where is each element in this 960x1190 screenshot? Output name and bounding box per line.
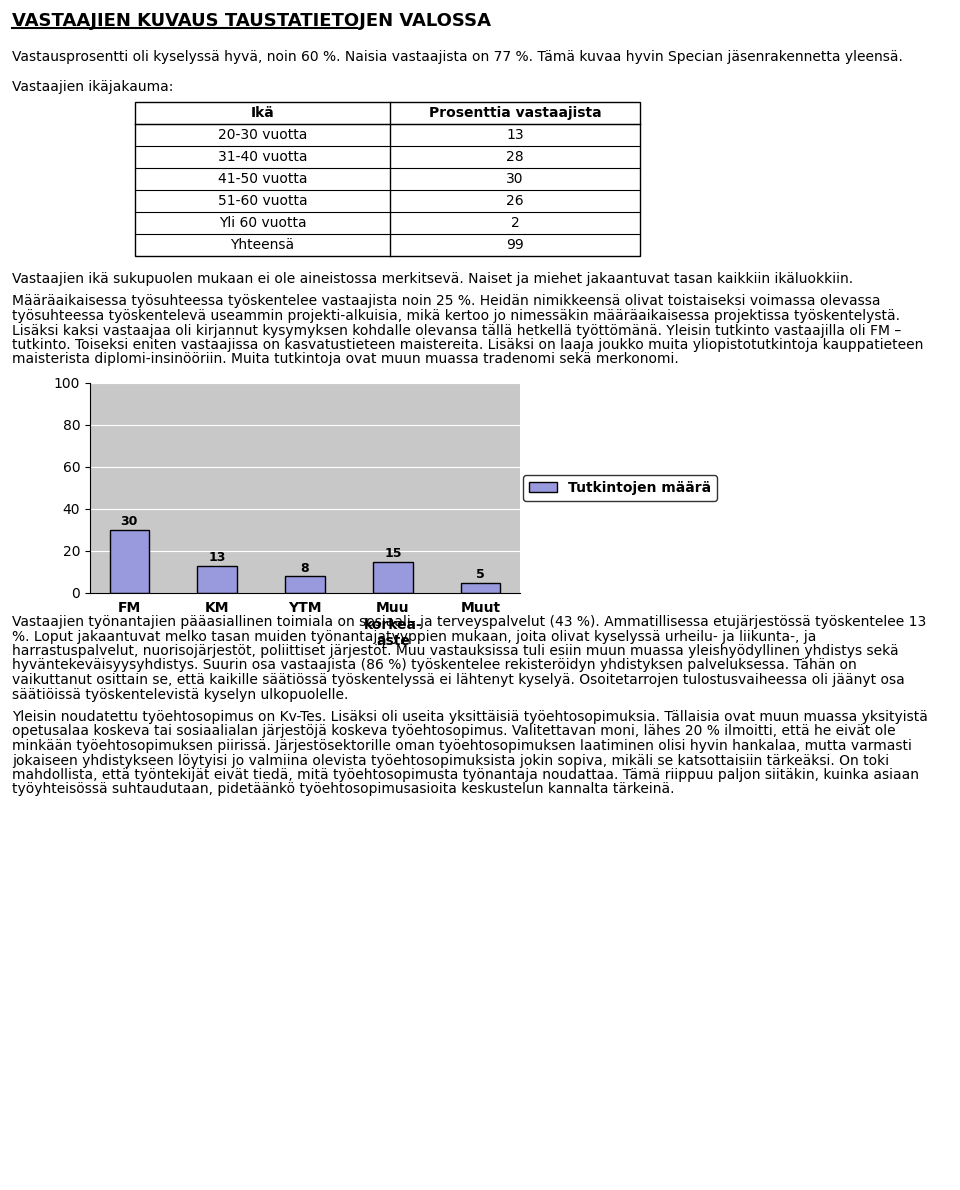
Text: 2: 2 [511,217,519,230]
Text: VASTAAJIEN KUVAUS TAUSTATIETOJEN VALOSSA: VASTAAJIEN KUVAUS TAUSTATIETOJEN VALOSSA [12,12,491,30]
Text: tutkinto. Toiseksi eniten vastaajissa on kasvatustieteen maistereita. Lisäksi on: tutkinto. Toiseksi eniten vastaajissa on… [12,338,924,352]
Text: Lisäksi kaksi vastaajaa oli kirjannut kysymyksen kohdalle olevansa tällä hetkell: Lisäksi kaksi vastaajaa oli kirjannut ky… [12,324,901,338]
Text: %. Loput jakaantuvat melko tasan muiden työnantajatyyppien mukaan, joita olivat : %. Loput jakaantuvat melko tasan muiden … [12,630,816,644]
Text: Vastaajien ikä sukupuolen mukaan ei ole aineistossa merkitsevä. Naiset ja miehet: Vastaajien ikä sukupuolen mukaan ei ole … [12,273,853,286]
Text: 8: 8 [300,562,309,575]
Text: 30: 30 [506,173,524,186]
Text: Prosenttia vastaajista: Prosenttia vastaajista [429,106,601,120]
Text: Yli 60 vuotta: Yli 60 vuotta [219,217,306,230]
Bar [373,562,413,593]
Text: 20-30 vuotta: 20-30 vuotta [218,129,307,142]
Text: työyhteisössä suhtaudutaan, pidetäänkö työehtosopimusasioita keskustelun kannalt: työyhteisössä suhtaudutaan, pidetäänkö t… [12,783,675,796]
Legend: Tutkintojen määrä: Tutkintojen määrä [523,476,716,501]
Text: mahdollista, että työntekijät eivät tiedä, mitä työehtosopimusta työnantaja noud: mahdollista, että työntekijät eivät tied… [12,768,919,782]
Bar [461,582,500,593]
Text: 28: 28 [506,150,524,164]
Text: 5: 5 [476,568,485,581]
Text: minkään työehtosopimuksen piirissä. Järjestösektorille oman työehtosopimuksen la: minkään työehtosopimuksen piirissä. Järj… [12,739,912,753]
Bar [285,576,324,593]
Text: 26: 26 [506,194,524,208]
Text: 15: 15 [384,547,401,559]
Bar [109,530,149,593]
Text: Vastausprosentti oli kyselyssä hyvä, noin 60 %. Naisia vastaajista on 77 %. Tämä: Vastausprosentti oli kyselyssä hyvä, noi… [12,50,902,64]
Text: Yhteensä: Yhteensä [230,238,295,252]
Text: 13: 13 [208,551,226,564]
Text: 99: 99 [506,238,524,252]
Text: hyväntekeväisyysyhdistys. Suurin osa vastaajista (86 %) työskentelee rekisteröid: hyväntekeväisyysyhdistys. Suurin osa vas… [12,658,856,672]
Text: Vastaajien työnantajien pääasiallinen toimiala on sosiaali- ja terveyspalvelut (: Vastaajien työnantajien pääasiallinen to… [12,615,926,630]
Text: Ikä: Ikä [251,106,275,120]
Text: 41-50 vuotta: 41-50 vuotta [218,173,307,186]
Text: Vastaajien ikäjakauma:: Vastaajien ikäjakauma: [12,80,174,94]
Text: vaikuttanut osittain se, että kaikille säätiössä työskentelyssä ei lähtenyt kyse: vaikuttanut osittain se, että kaikille s… [12,674,904,687]
Text: maisterista diplomi-insinööriin. Muita tutkintoja ovat muun muassa tradenomi sek: maisterista diplomi-insinööriin. Muita t… [12,352,679,367]
Bar [198,565,237,593]
Text: Määräaikaisessa työsuhteessa työskentelee vastaajista noin 25 %. Heidän nimikkee: Määräaikaisessa työsuhteessa työskentele… [12,294,880,308]
Text: säätiöissä työskentelevistä kyselyn ulkopuolelle.: säätiöissä työskentelevistä kyselyn ulko… [12,688,348,701]
Text: jokaiseen yhdistykseen löytyisi jo valmiina olevista työehtosopimuksista jokin s: jokaiseen yhdistykseen löytyisi jo valmi… [12,753,889,768]
Text: 31-40 vuotta: 31-40 vuotta [218,150,307,164]
Text: Yleisin noudatettu työehtosopimus on Kv-Tes. Lisäksi oli useita yksittäisiä työe: Yleisin noudatettu työehtosopimus on Kv-… [12,710,928,724]
Text: 51-60 vuotta: 51-60 vuotta [218,194,307,208]
Text: harrastuspalvelut, nuorisojärjestöt, poliittiset järjestöt. Muu vastauksissa tul: harrastuspalvelut, nuorisojärjestöt, pol… [12,644,899,658]
Text: opetusalaa koskeva tai sosiaalialan järjestöjä koskeva työehtosopimus. Valitetta: opetusalaa koskeva tai sosiaalialan järj… [12,725,896,739]
Text: 30: 30 [121,515,138,528]
Text: 13: 13 [506,129,524,142]
Bar [135,102,640,256]
Text: työsuhteessa työskentelevä useammin projekti-alkuisia, mikä kertoo jo nimessäkin: työsuhteessa työskentelevä useammin proj… [12,309,900,322]
